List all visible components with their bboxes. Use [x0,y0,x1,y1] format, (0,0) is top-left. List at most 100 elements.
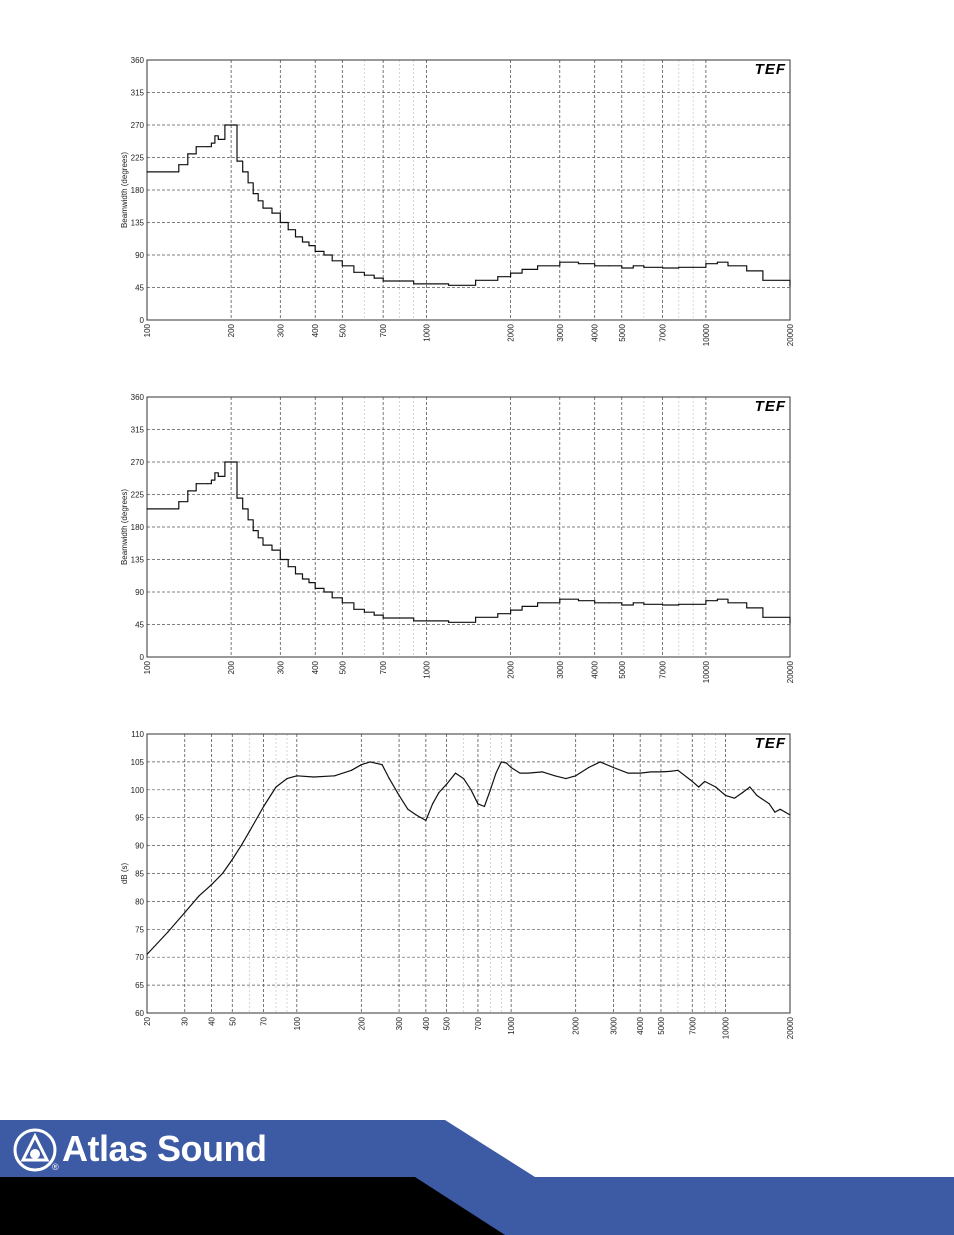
data-point [489,789,491,791]
data-point [521,268,523,271]
x-tick-label: 1000 [422,660,431,678]
data-point [661,604,664,606]
data-point [382,280,384,282]
x-tick-label: 3000 [609,1016,618,1034]
data-point [789,285,791,287]
data-point [214,135,216,137]
data-point [733,797,735,799]
x-tick-label: 200 [357,1016,366,1030]
x-tick-label: 10000 [721,1016,730,1039]
data-point [308,245,310,247]
data-point [398,617,400,619]
data-point [287,229,289,231]
data-point [252,193,254,195]
x-tick-label: 4000 [591,323,600,341]
x-tick-label: 3000 [556,660,565,678]
x-tick-label: 400 [422,1016,431,1030]
x-tick-label: 4000 [636,1016,645,1034]
data-point [247,182,249,184]
x-tick-label: 4000 [591,660,600,678]
data-point [704,780,706,783]
data-point [500,761,502,763]
x-tick-label: 2000 [572,1016,581,1034]
data-point [677,769,679,771]
data-point [639,772,641,774]
data-point [331,597,333,599]
data-point [716,261,719,263]
data-point [252,530,254,532]
data-point [233,124,235,126]
data-point [381,764,383,766]
y-tick-label: 95 [135,814,144,823]
data-point [187,153,189,155]
data-point [505,762,507,764]
data-point [184,911,186,914]
y-tick-label: 70 [135,953,144,962]
y-tick-label: 85 [135,870,144,879]
y-tick-label: 135 [131,556,145,565]
brand-name: Atlas Sound [62,1128,267,1169]
data-point [198,895,200,897]
x-tick-label: 10000 [702,323,711,346]
x-tick-label: 1000 [422,323,431,341]
data-point [263,805,265,808]
data-point [741,791,744,794]
data-point [537,265,539,267]
y-tick-label: 90 [135,842,144,851]
data-point [146,953,148,956]
data-point [287,566,289,568]
data-point [224,124,226,126]
data-point [314,587,316,589]
data-point [224,461,226,463]
x-tick-label: 5000 [657,1016,666,1034]
data-point [275,786,277,788]
x-tick-label: 300 [276,660,285,674]
data-point [431,803,434,805]
plot-frame [146,396,791,658]
data-point [210,479,212,481]
data-point [301,578,304,580]
data-point [341,602,343,604]
x-tick-label: 500 [338,660,347,674]
data-point [627,772,629,774]
data-point [363,274,366,276]
x-tick-label: 70 [260,1016,269,1025]
data-point [594,602,596,604]
data-point [724,794,727,796]
data-point [407,808,409,810]
beamwidth-chart-2: 0 45 90 135 180 225 270 315 360 100 200 300 400 500 70… [120,393,795,683]
data-point [207,483,209,485]
y-tick-label: 105 [131,758,145,767]
data-point [413,283,415,285]
data-point [271,549,273,551]
data-point [279,221,281,224]
data-point [749,786,751,788]
y-tick-label: 315 [131,89,145,98]
data-point [650,771,652,773]
y-tick-label: 110 [131,730,144,739]
x-tick-label: 200 [227,323,236,337]
data-point [691,780,693,783]
data-point [248,831,250,833]
data-point [678,603,680,605]
data-point [705,263,707,265]
data-point [692,266,694,268]
plot-frame [146,59,791,321]
x-tick-label: 7000 [659,323,668,341]
data-point [214,472,216,474]
data-point [178,164,180,166]
x-tick-label: 5000 [618,660,627,678]
data-point [454,772,457,774]
data-point [240,845,242,847]
data-point [477,803,479,805]
data-point [413,620,415,622]
data-point [247,519,249,521]
data-point [612,766,615,769]
data-point [554,775,556,777]
data-point [509,609,512,611]
data-point [236,160,238,162]
footer-banner [0,1120,954,1235]
data-point [509,272,512,274]
x-tick-label: 200 [227,660,236,674]
data-point [195,146,197,148]
